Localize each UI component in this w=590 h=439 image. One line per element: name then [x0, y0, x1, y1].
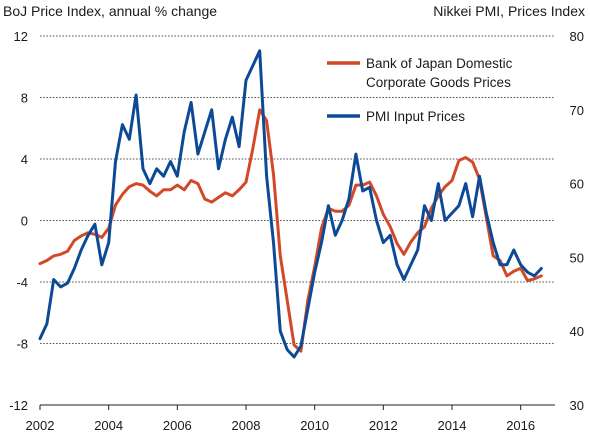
left-axis-ticks: 12 8 4 0 -4 -8 -12 [9, 29, 28, 413]
x-tick-label: 2004 [94, 418, 123, 433]
left-tick-label: 4 [21, 152, 28, 167]
x-tick-label: 2012 [369, 418, 398, 433]
right-tick-label: 60 [570, 177, 584, 192]
x-tick-label: 2014 [438, 418, 467, 433]
right-tick-label: 80 [570, 29, 584, 44]
right-axis-title: Nikkei PMI, Prices Index [433, 3, 585, 19]
x-tick-label: 2010 [300, 418, 329, 433]
x-axis-ticks: 2002 2004 2006 2008 2010 2012 2014 2016 [26, 405, 535, 433]
left-tick-label: 12 [14, 29, 28, 44]
x-tick-label: 2016 [506, 418, 535, 433]
right-axis-ticks: 80 70 60 50 40 30 [570, 29, 584, 413]
x-tick-label: 2002 [26, 418, 55, 433]
legend-label-boj-line1: Bank of Japan Domestic [366, 56, 513, 71]
right-tick-label: 70 [570, 103, 584, 118]
legend: Bank of Japan Domestic Corporate Goods P… [327, 56, 513, 124]
legend-label-boj-line2: Corporate Goods Prices [366, 75, 511, 90]
left-tick-label: 8 [21, 91, 28, 106]
right-tick-label: 30 [570, 398, 584, 413]
right-tick-label: 50 [570, 250, 584, 265]
series-line-boj [38, 108, 543, 353]
left-axis-title: BoJ Price Index, annual % change [3, 3, 217, 19]
left-tick-label: -8 [16, 337, 28, 352]
x-tick-label: 2006 [163, 418, 192, 433]
left-tick-label: -12 [9, 398, 28, 413]
series-lines [38, 49, 543, 359]
left-tick-label: 0 [21, 214, 28, 229]
x-tick-label: 2008 [232, 418, 261, 433]
series-line-pmi [38, 49, 543, 359]
left-tick-label: -4 [16, 275, 28, 290]
right-tick-label: 40 [570, 324, 584, 339]
legend-label-pmi: PMI Input Prices [366, 109, 465, 124]
